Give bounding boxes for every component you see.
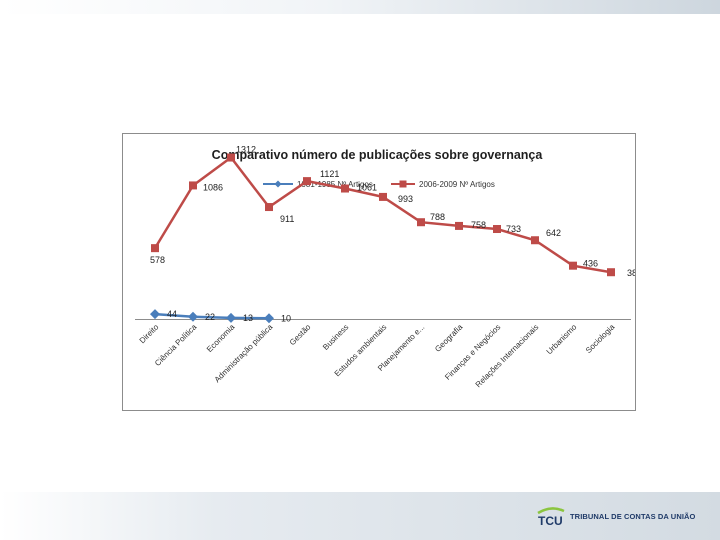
top-decor-band (0, 0, 720, 14)
data-point-2006-2009 (607, 268, 615, 277)
data-point-2006-2009 (303, 177, 311, 186)
data-point-2006-2009 (341, 184, 349, 193)
series-line-2006-2009 (153, 155, 612, 274)
tcu-logo: TCU TRIBUNAL DE CONTAS DA UNIÃO (536, 502, 695, 530)
data-label-2006-2009: 1061 (357, 183, 377, 193)
x-tick-label: Gestão (288, 322, 313, 347)
data-label-1981-1985: 44 (167, 309, 177, 319)
data-label-2006-2009: 911 (280, 214, 294, 224)
data-point-2006-2009 (455, 221, 463, 230)
data-label-1981-1985: 13 (243, 313, 253, 323)
series-line-1981-1985 (154, 312, 270, 320)
data-label-2006-2009: 436 (583, 259, 598, 269)
data-point-2006-2009 (189, 181, 197, 190)
data-point-1981-1985 (226, 312, 236, 323)
data-point-1981-1985 (150, 309, 160, 320)
data-label-1981-1985: 10 (281, 313, 291, 323)
line-chart: Comparativo número de publicações sobre … (135, 145, 635, 390)
data-point-2006-2009 (227, 153, 235, 162)
data-point-2006-2009 (417, 218, 425, 227)
data-label-2006-2009: 1121 (320, 169, 339, 179)
x-tick-label: Urbanismo (545, 322, 579, 356)
data-point-2006-2009 (151, 244, 159, 253)
data-label-2006-2009: 758 (471, 220, 486, 230)
data-point-2006-2009 (493, 225, 501, 234)
data-label-2006-2009: 1312 (236, 145, 256, 155)
x-tick-label: Geografia (433, 322, 465, 354)
chart-frame: Comparativo número de publicações sobre … (122, 133, 636, 411)
x-tick-label: Business (321, 323, 350, 352)
data-point-2006-2009 (531, 236, 539, 245)
data-point-2006-2009 (265, 203, 273, 212)
data-label-2006-2009: 733 (506, 224, 521, 234)
data-label-2006-2009: 788 (430, 212, 445, 222)
bottom-decor-band (0, 492, 720, 540)
data-label-2006-2009: 1086 (203, 182, 223, 192)
data-point-1981-1985 (264, 313, 274, 324)
legend-label-series2: 2006-2009 Nº Artigos (419, 180, 495, 189)
data-label-2006-2009: 993 (398, 194, 413, 204)
chart-title: Comparativo número de publicações sobre … (212, 148, 544, 162)
data-point-2006-2009 (569, 261, 577, 270)
legend-marker-series2 (399, 180, 407, 188)
logo-name: TRIBUNAL DE CONTAS DA UNIÃO (570, 511, 696, 521)
data-label-2006-2009: 383 (627, 268, 635, 278)
tcu-logo-icon: TCU (537, 507, 565, 527)
data-label-2006-2009: 578 (150, 255, 165, 265)
data-point-2006-2009 (379, 192, 387, 201)
legend-label-series1: 1981-1985 Nº Artigos (297, 180, 373, 189)
data-label-2006-2009: 642 (546, 228, 561, 238)
data-point-1981-1985 (188, 311, 198, 322)
logo-acronym: TCU (538, 514, 563, 527)
x-tick-label: Sociologia (584, 322, 617, 355)
data-label-1981-1985: 22 (205, 312, 215, 322)
x-tick-label: Relações Internacionais (474, 323, 541, 390)
x-tick-label: Direito (138, 322, 161, 345)
legend-marker-series1 (274, 180, 282, 188)
x-tick-label: Economia (205, 322, 237, 354)
